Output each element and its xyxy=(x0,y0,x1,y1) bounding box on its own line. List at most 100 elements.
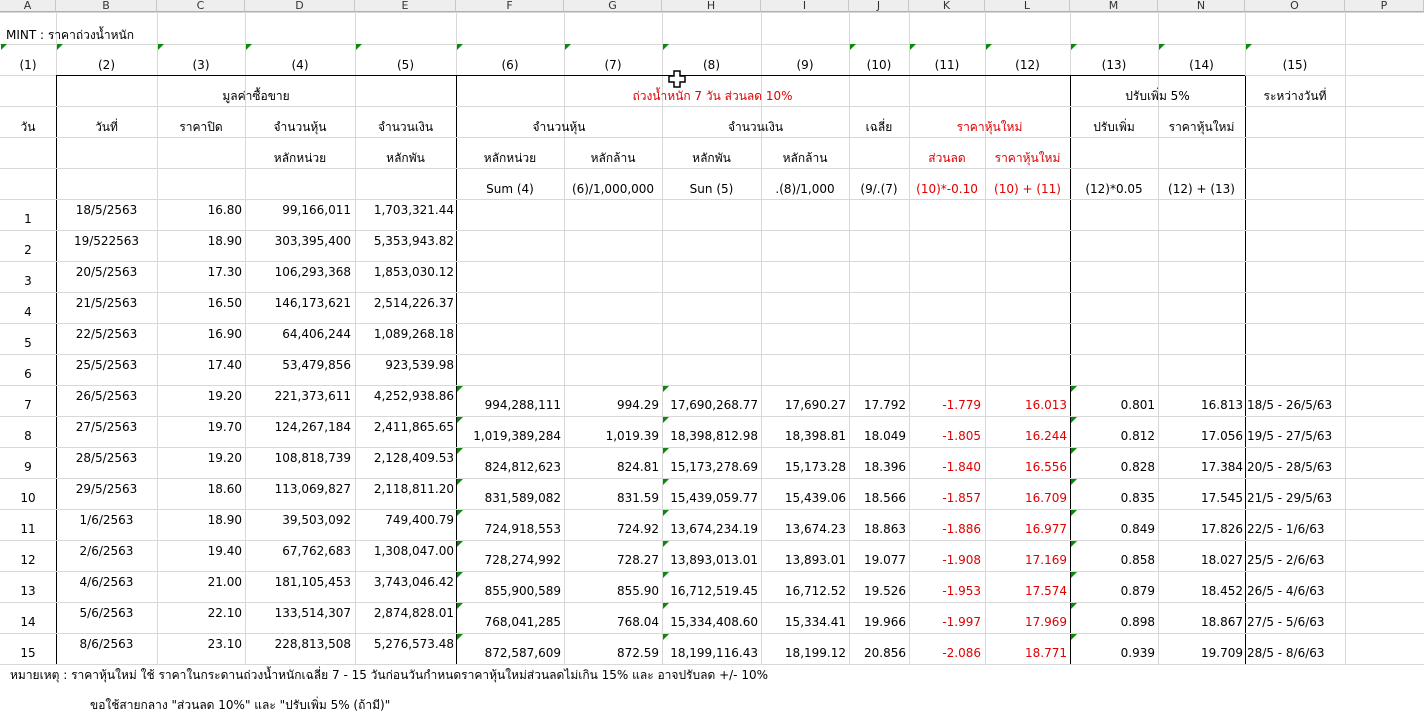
close-price-cell[interactable]: 19.20 xyxy=(207,451,242,465)
header-date[interactable]: วันที่ xyxy=(95,120,118,134)
amount-cell[interactable]: 2,128,409.53 xyxy=(373,451,454,465)
new-price-cell[interactable]: 17.169 xyxy=(1025,553,1067,567)
column-header-g[interactable]: G xyxy=(564,0,662,12)
formula-label[interactable]: Sun (5) xyxy=(689,182,734,196)
date-cell[interactable]: 8/6/2563 xyxy=(79,637,134,651)
close-price-cell[interactable]: 19.20 xyxy=(207,389,242,403)
date-cell[interactable]: 1/6/2563 xyxy=(79,513,134,527)
header-day[interactable]: วัน xyxy=(20,120,36,134)
new-price-cell[interactable]: 16.709 xyxy=(1025,491,1067,505)
new-price-cell[interactable]: 17.574 xyxy=(1025,584,1067,598)
unit-label[interactable]: หลักพัน xyxy=(386,151,425,165)
sheet-title[interactable]: MINT : ราคาถ่วงน้ำหนัก xyxy=(6,28,135,42)
shares-cell[interactable]: 133,514,307 xyxy=(274,606,351,620)
discount-cell[interactable]: -1.953 xyxy=(942,584,981,598)
new-price-cell[interactable]: 16.977 xyxy=(1025,522,1067,536)
amount-cell[interactable]: 1,308,047.00 xyxy=(373,544,454,558)
shares-cell[interactable]: 221,373,611 xyxy=(274,389,351,403)
column-header-l[interactable]: L xyxy=(985,0,1070,12)
close-price-cell[interactable]: 16.50 xyxy=(207,296,242,310)
column-number-label[interactable]: (4) xyxy=(291,58,309,72)
adjust-cell[interactable]: 0.879 xyxy=(1120,584,1155,598)
adjusted-price-cell[interactable]: 19.709 xyxy=(1201,646,1243,660)
date-range-cell[interactable]: 28/5 - 8/6/63 xyxy=(1247,646,1325,660)
column-header-k[interactable]: K xyxy=(909,0,985,12)
unit-label[interactable]: ราคาหุ้นใหม่ xyxy=(994,151,1061,165)
formula-label[interactable]: .(8)/1,000 xyxy=(775,182,835,196)
date-range-cell[interactable]: 19/5 - 27/5/63 xyxy=(1247,429,1333,443)
close-price-cell[interactable]: 18.90 xyxy=(207,513,242,527)
close-price-cell[interactable]: 17.40 xyxy=(207,358,242,372)
column-header-b[interactable]: B xyxy=(56,0,157,12)
header-trade-value[interactable]: มูลค่าซื้อขาย xyxy=(222,89,290,103)
header-new-price-adjusted[interactable]: ราคาหุ้นใหม่ xyxy=(1168,120,1235,134)
adjust-cell[interactable]: 0.849 xyxy=(1120,522,1155,536)
header-shares-weighted[interactable]: จำนวนหุ้น xyxy=(532,120,586,134)
row-number[interactable]: 13 xyxy=(20,584,36,598)
row-number[interactable]: 4 xyxy=(24,305,32,319)
column-number-label[interactable]: (6) xyxy=(501,58,519,72)
date-range-cell[interactable]: 21/5 - 29/5/63 xyxy=(1247,491,1333,505)
amount-cell[interactable]: 3,743,046.42 xyxy=(373,575,454,589)
amount-cell[interactable]: 5,276,573.48 xyxy=(373,637,454,651)
shares-cell[interactable]: 303,395,400 xyxy=(274,234,351,248)
weighted-shares-cell[interactable]: 831,589,082 xyxy=(484,491,561,505)
date-range-cell[interactable]: 20/5 - 28/5/63 xyxy=(1247,460,1333,474)
weighted-shares-million-cell[interactable]: 824.81 xyxy=(617,460,659,474)
average-cell[interactable]: 18.049 xyxy=(864,429,906,443)
column-header-h[interactable]: H xyxy=(662,0,761,12)
weighted-amount-million-cell[interactable]: 16,712.52 xyxy=(784,584,846,598)
row-number[interactable]: 10 xyxy=(20,491,36,505)
header-shares[interactable]: จำนวนหุ้น xyxy=(273,120,327,134)
weighted-shares-cell[interactable]: 1,019,389,284 xyxy=(473,429,561,443)
header-new-price[interactable]: ราคาหุ้นใหม่ xyxy=(956,120,1023,134)
date-cell[interactable]: 21/5/2563 xyxy=(75,296,138,310)
adjusted-price-cell[interactable]: 18.027 xyxy=(1201,553,1243,567)
column-header-f[interactable]: F xyxy=(456,0,564,12)
row-number[interactable]: 15 xyxy=(20,646,36,660)
row-number[interactable]: 14 xyxy=(20,615,36,629)
column-number-label[interactable]: (7) xyxy=(604,58,622,72)
weighted-amount-million-cell[interactable]: 15,439.06 xyxy=(784,491,846,505)
amount-cell[interactable]: 923,539.98 xyxy=(385,358,454,372)
shares-cell[interactable]: 106,293,368 xyxy=(274,265,351,279)
shares-cell[interactable]: 64,406,244 xyxy=(282,327,351,341)
weighted-shares-million-cell[interactable]: 1,019.39 xyxy=(605,429,659,443)
adjusted-price-cell[interactable]: 18.867 xyxy=(1201,615,1243,629)
column-number-label[interactable]: (11) xyxy=(934,58,960,72)
adjusted-price-cell[interactable]: 17.384 xyxy=(1201,460,1243,474)
weighted-amount-cell[interactable]: 18,398,812.98 xyxy=(670,429,758,443)
adjust-cell[interactable]: 0.801 xyxy=(1120,398,1155,412)
weighted-shares-million-cell[interactable]: 768.04 xyxy=(617,615,659,629)
weighted-shares-million-cell[interactable]: 994.29 xyxy=(617,398,659,412)
weighted-amount-million-cell[interactable]: 13,674.23 xyxy=(784,522,846,536)
shares-cell[interactable]: 113,069,827 xyxy=(274,482,351,496)
row-number[interactable]: 11 xyxy=(20,522,36,536)
amount-cell[interactable]: 2,874,828.01 xyxy=(373,606,454,620)
amount-cell[interactable]: 2,514,226.37 xyxy=(373,296,454,310)
row-number[interactable]: 1 xyxy=(24,212,32,226)
discount-cell[interactable]: -1.997 xyxy=(942,615,981,629)
adjusted-price-cell[interactable]: 17.056 xyxy=(1201,429,1243,443)
close-price-cell[interactable]: 22.10 xyxy=(207,606,242,620)
header-adjust[interactable]: ปรับเพิ่ม xyxy=(1093,120,1135,134)
shares-cell[interactable]: 124,267,184 xyxy=(274,420,351,434)
amount-cell[interactable]: 1,703,321.44 xyxy=(373,203,454,217)
shares-cell[interactable]: 146,173,621 xyxy=(274,296,351,310)
adjust-cell[interactable]: 0.898 xyxy=(1120,615,1155,629)
weighted-shares-cell[interactable]: 855,900,589 xyxy=(484,584,561,598)
row-number[interactable]: 5 xyxy=(24,336,32,350)
date-cell[interactable]: 4/6/2563 xyxy=(79,575,134,589)
weighted-amount-million-cell[interactable]: 18,398.81 xyxy=(784,429,846,443)
amount-cell[interactable]: 2,118,811.20 xyxy=(373,482,454,496)
unit-label[interactable]: หลักหน่วย xyxy=(273,151,327,165)
formula-label[interactable]: (10)*-0.10 xyxy=(916,182,978,196)
new-price-cell[interactable]: 16.244 xyxy=(1025,429,1067,443)
average-cell[interactable]: 19.077 xyxy=(864,553,906,567)
column-number-label[interactable]: (10) xyxy=(866,58,892,72)
header-average[interactable]: เฉลี่ย xyxy=(865,120,893,134)
column-number-label[interactable]: (13) xyxy=(1101,58,1127,72)
row-number[interactable]: 7 xyxy=(24,398,32,412)
weighted-amount-cell[interactable]: 15,173,278.69 xyxy=(670,460,758,474)
weighted-shares-million-cell[interactable]: 872.59 xyxy=(617,646,659,660)
